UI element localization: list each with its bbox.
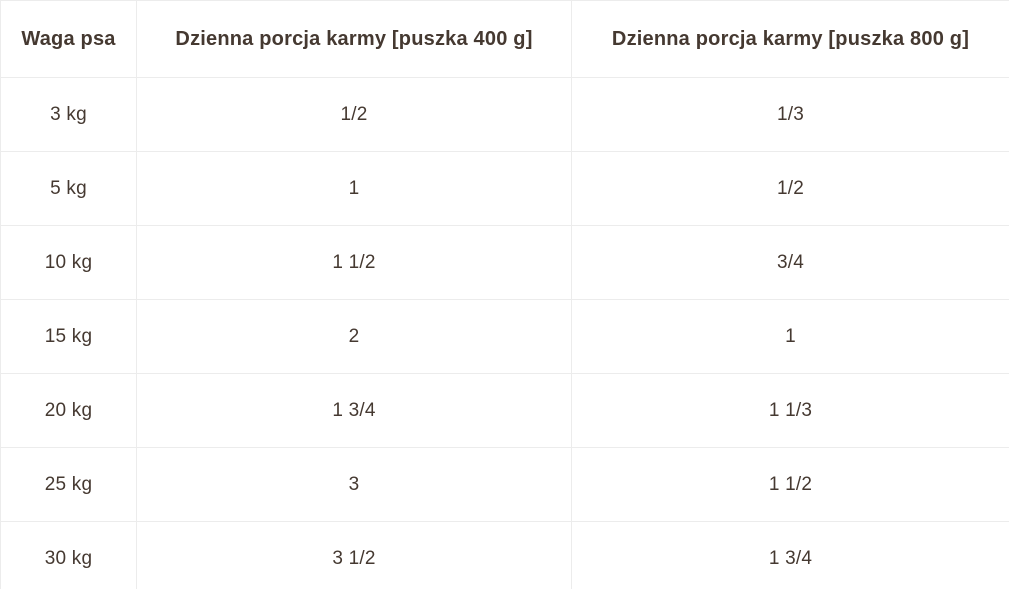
portion-800g-cell: 3/4 — [571, 225, 1009, 300]
weight-cell: 3 kg — [0, 77, 137, 152]
portion-800g-cell: 1/3 — [571, 77, 1009, 152]
portion-800g-cell: 1 1/2 — [571, 447, 1009, 522]
table-row: 20 kg 1 3/4 1 1/3 — [0, 373, 1009, 448]
table-row: 15 kg 2 1 — [0, 299, 1009, 374]
portion-400g-cell: 3 — [136, 447, 572, 522]
table-body: 3 kg 1/2 1/3 5 kg 1 1/2 10 kg 1 1/2 3/4 15 kg 2 1 20… — [0, 77, 1009, 589]
table-row: 5 kg 1 1/2 — [0, 151, 1009, 226]
table-row: 10 kg 1 1/2 3/4 — [0, 225, 1009, 300]
col-header-dog-weight: Waga psa — [0, 0, 137, 78]
weight-cell: 25 kg — [0, 447, 137, 522]
weight-cell: 15 kg — [0, 299, 137, 374]
table-row: 30 kg 3 1/2 1 3/4 — [0, 521, 1009, 589]
table-row: 3 kg 1/2 1/3 — [0, 77, 1009, 152]
portion-400g-cell: 1 — [136, 151, 572, 226]
portion-800g-cell: 1 — [571, 299, 1009, 374]
col-header-daily-portion-400g: Dzienna porcja karmy [puszka 400 g] — [136, 0, 572, 78]
header-row: Waga psa Dzienna porcja karmy [puszka 40… — [0, 0, 1009, 78]
weight-cell: 30 kg — [0, 521, 137, 589]
portion-400g-cell: 3 1/2 — [136, 521, 572, 589]
col-header-daily-portion-800g: Dzienna porcja karmy [puszka 800 g] — [571, 0, 1009, 78]
portion-800g-cell: 1/2 — [571, 151, 1009, 226]
table-row: 25 kg 3 1 1/2 — [0, 447, 1009, 522]
weight-cell: 5 kg — [0, 151, 137, 226]
portion-400g-cell: 1 3/4 — [136, 373, 572, 448]
portion-800g-cell: 1 3/4 — [571, 521, 1009, 589]
portion-400g-cell: 1 1/2 — [136, 225, 572, 300]
weight-cell: 20 kg — [0, 373, 137, 448]
weight-cell: 10 kg — [0, 225, 137, 300]
portion-400g-cell: 1/2 — [136, 77, 572, 152]
portion-800g-cell: 1 1/3 — [571, 373, 1009, 448]
portion-400g-cell: 2 — [136, 299, 572, 374]
